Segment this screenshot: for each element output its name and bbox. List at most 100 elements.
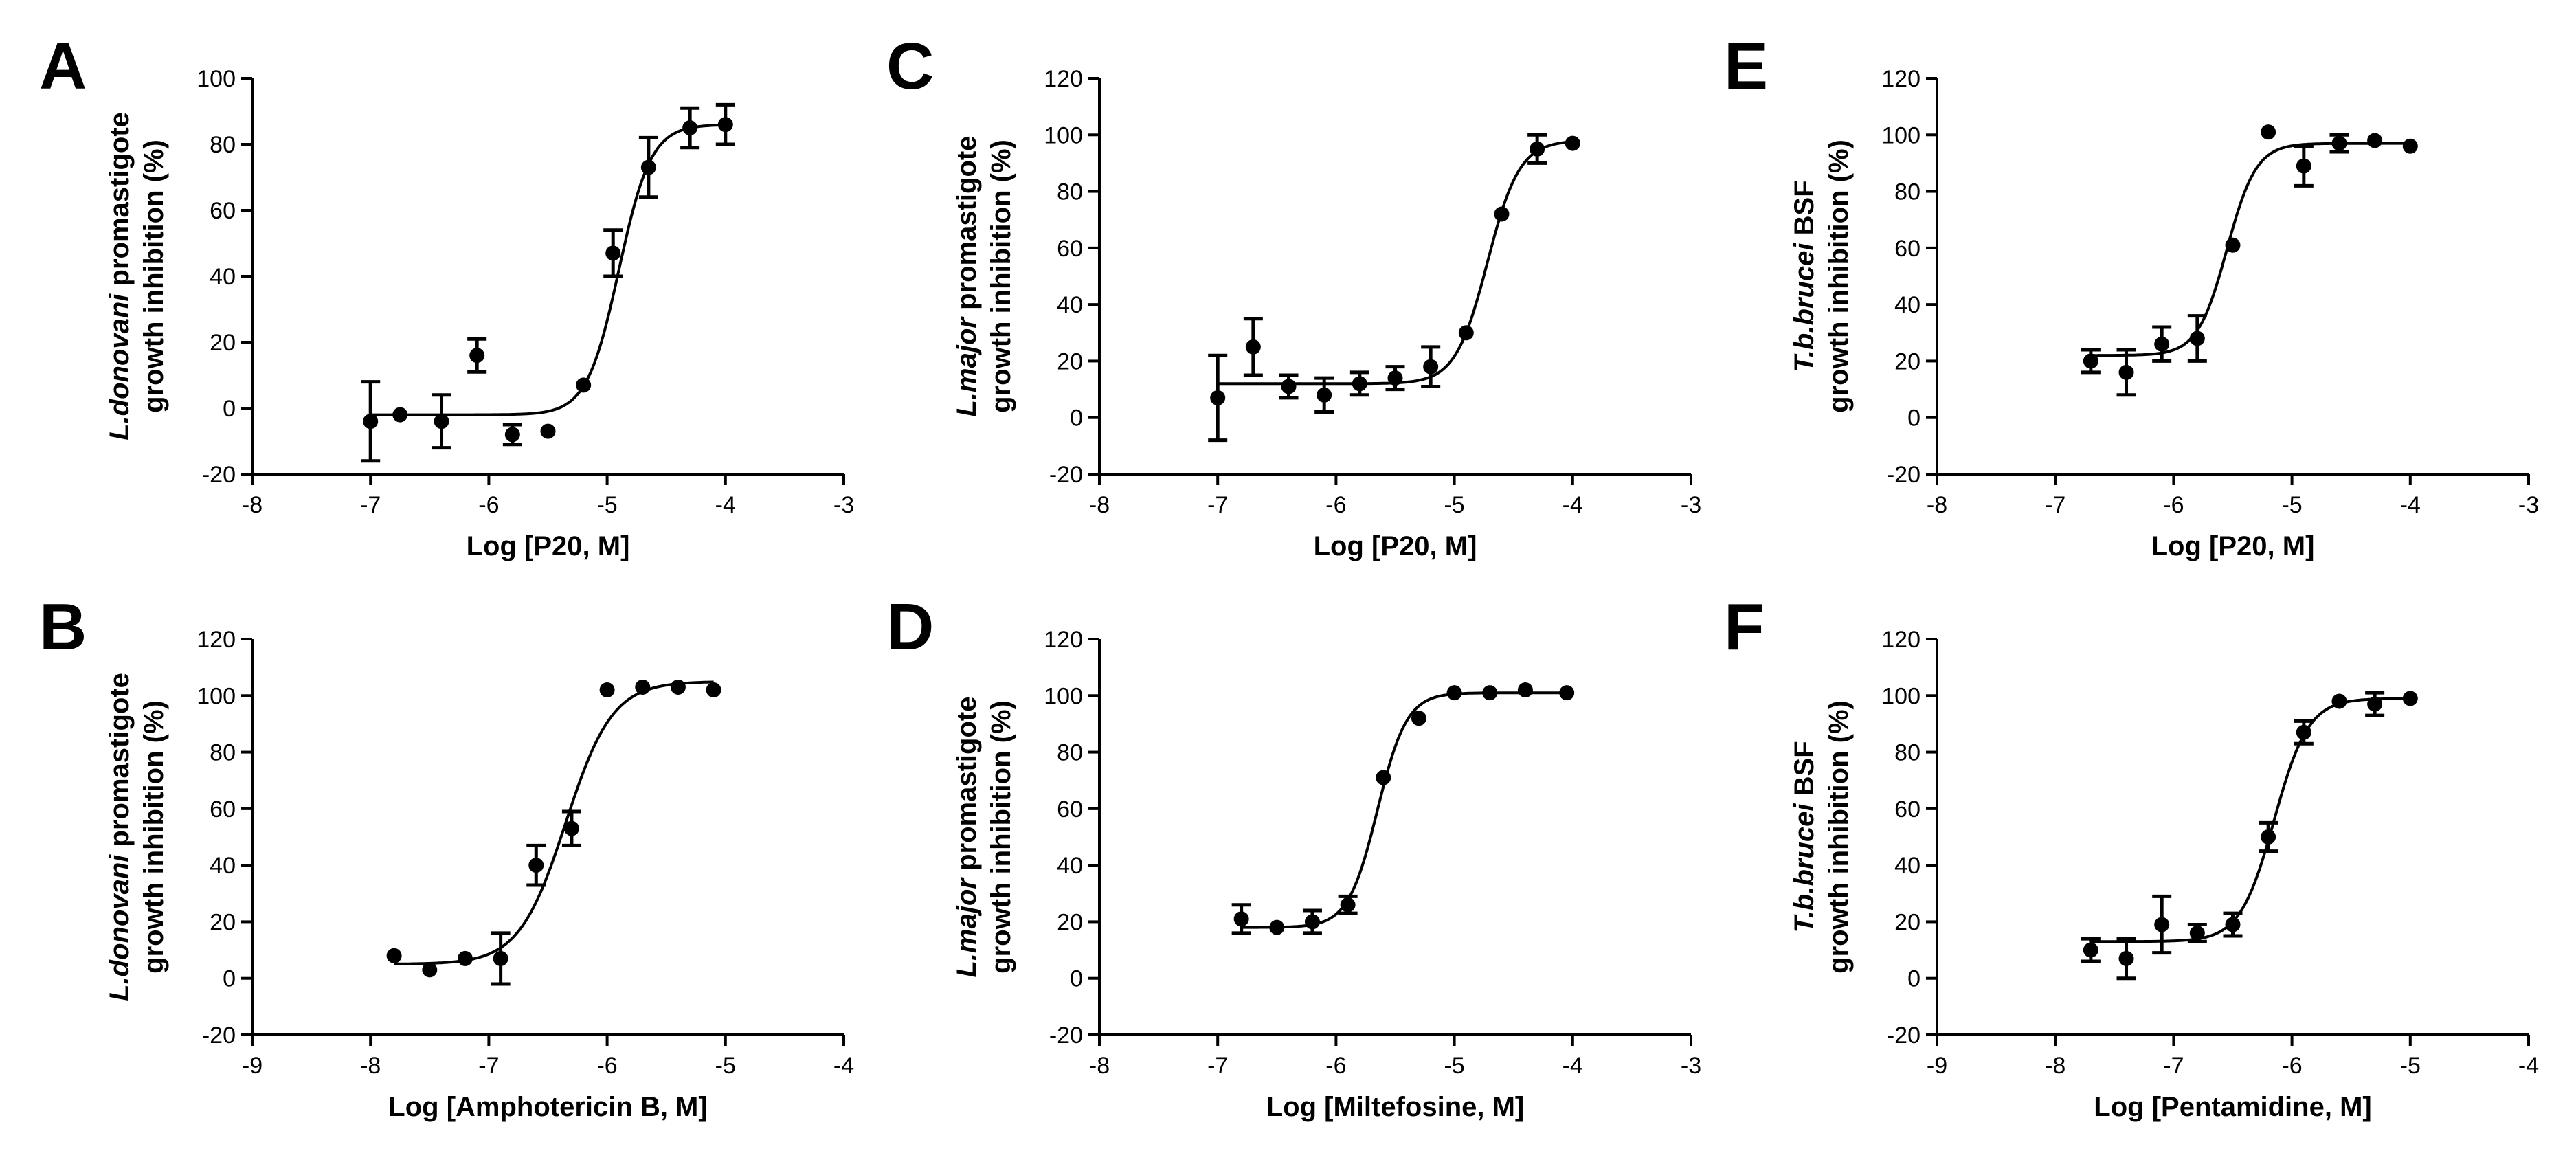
- data-point: [1376, 770, 1391, 785]
- y-tick-label: -20: [1049, 462, 1083, 488]
- panel-label: B: [39, 590, 87, 664]
- panel-label: E: [1724, 30, 1768, 103]
- y-tick-label: 0: [1907, 966, 1920, 992]
- x-axis-label: Log [P20, M]: [2151, 531, 2315, 561]
- y-tick-label: 20: [1894, 348, 1920, 375]
- y-axis-label-line1: L.major promastigote: [952, 697, 982, 978]
- x-tick-label: -7: [1207, 492, 1228, 518]
- x-tick-label: -7: [478, 1053, 499, 1079]
- data-point: [1245, 339, 1261, 355]
- data-point: [2118, 364, 2134, 380]
- fit-curve: [1241, 691, 1567, 929]
- y-tick-label: 60: [1894, 796, 1920, 823]
- y-axis-label-line1: L.donovani promastigote: [104, 112, 135, 440]
- y-tick-label: 100: [197, 66, 236, 92]
- x-tick-label: -3: [833, 492, 854, 518]
- x-tick-label: -8: [2045, 1053, 2065, 1079]
- y-axis-label-species: L.donovani: [104, 293, 135, 440]
- x-tick-label: -7: [2163, 1053, 2184, 1079]
- y-tick-label: 0: [1907, 405, 1920, 432]
- y-tick-label: 80: [210, 740, 236, 766]
- x-tick-label: -4: [715, 492, 736, 518]
- y-axis-label-line1: T.b.brucei BSF: [1789, 741, 1819, 932]
- data-point: [1210, 390, 1226, 405]
- data-point: [576, 377, 592, 393]
- y-axis-label-line1: L.major promastigote: [952, 136, 982, 417]
- panel-label: A: [39, 30, 87, 103]
- x-tick-label: -7: [1207, 1053, 1228, 1079]
- panel-f: F -20 0 20 40 60 80 100 120 -9 -8 -7 -6 -5 -4 Log [Pent…: [1724, 590, 2539, 1122]
- data-point: [2225, 237, 2241, 253]
- data-point: [2402, 691, 2418, 706]
- y-tick-label: 100: [1044, 683, 1083, 709]
- data-point: [1281, 379, 1297, 394]
- y-tick-label: 120: [1044, 627, 1083, 653]
- data-point: [457, 950, 473, 966]
- data-point: [434, 414, 449, 429]
- y-axis-label-species: L.major: [952, 316, 982, 417]
- y-tick-label: 0: [1070, 966, 1083, 992]
- x-axis-label: Log [P20, M]: [1314, 531, 1477, 561]
- fit-curve: [2090, 697, 2410, 943]
- data-point: [682, 120, 698, 135]
- x-tick-label: -4: [1563, 492, 1583, 518]
- x-tick-label: -8: [1089, 492, 1110, 518]
- fit-curve: [1218, 140, 1573, 386]
- y-tick-label: 120: [197, 627, 236, 653]
- y-axis-label-species: L.donovani: [104, 854, 135, 1001]
- x-tick-label: -3: [1681, 1053, 1701, 1079]
- data-point: [2296, 724, 2311, 740]
- y-tick-label: 40: [210, 264, 236, 290]
- y-axis-label-stage: BSF: [1789, 180, 1819, 243]
- data-point: [1340, 897, 1356, 913]
- data-point: [605, 245, 621, 261]
- x-tick-label: -5: [596, 492, 617, 518]
- y-axis-label-stage: promastigote: [952, 697, 982, 878]
- data-point: [640, 159, 656, 175]
- data-point: [1423, 359, 1439, 375]
- x-tick-label: -6: [2281, 1053, 2302, 1079]
- x-tick-label: -6: [1325, 492, 1346, 518]
- data-point: [1233, 911, 1249, 927]
- x-tick-label: -8: [242, 492, 262, 518]
- y-tick-label: 100: [1044, 122, 1083, 148]
- x-axis-label: Log [Miltefosine, M]: [1266, 1092, 1525, 1122]
- y-tick-label: 60: [1057, 236, 1083, 262]
- y-tick-label: 100: [1881, 683, 1920, 709]
- data-point: [2154, 917, 2170, 932]
- y-axis-label-line2: growth inhibition (%): [986, 700, 1016, 974]
- data-point: [1304, 914, 1320, 930]
- data-point: [386, 948, 402, 963]
- y-tick-label: 120: [1881, 66, 1920, 92]
- data-point: [635, 679, 651, 695]
- y-tick-label: -20: [202, 462, 236, 488]
- y-tick-label: 80: [210, 132, 236, 158]
- x-tick-label: -3: [2518, 492, 2539, 518]
- panel-d: D -20 0 20 40 60 80 100 120 -8 -7 -6 -5 -4 -3 Log [Milt…: [886, 590, 1701, 1122]
- panel-b: B -20 0 20 40 60 80 100 120 -9 -8 -7 -6 -5 -4 Log [Amph…: [39, 590, 854, 1122]
- y-tick-label: 80: [1057, 740, 1083, 766]
- data-point: [1317, 387, 1332, 403]
- panel-c: C -20 0 20 40 60 80 100 120 -8 -7 -6 -5 -4 -3 Log [P20,…: [886, 30, 1701, 561]
- x-tick-label: -4: [2400, 492, 2421, 518]
- fit-curve: [2090, 142, 2410, 357]
- y-tick-label: -20: [1887, 1023, 1920, 1049]
- x-tick-label: -4: [2518, 1053, 2539, 1079]
- data-point: [2154, 336, 2170, 352]
- y-tick-label: 20: [1057, 348, 1083, 375]
- data-point: [599, 682, 615, 698]
- x-tick-label: -8: [1927, 492, 1947, 518]
- x-tick-label: -9: [1927, 1053, 1947, 1079]
- x-tick-label: -4: [1563, 1053, 1583, 1079]
- y-tick-label: 80: [1894, 179, 1920, 205]
- y-tick-label: 80: [1057, 179, 1083, 205]
- data-point: [706, 682, 721, 698]
- y-tick-label: 60: [210, 198, 236, 224]
- y-axis-label-stage: BSF: [1789, 741, 1819, 803]
- x-tick-label: -6: [596, 1053, 617, 1079]
- data-point: [422, 962, 438, 978]
- y-tick-label: 40: [1057, 292, 1083, 318]
- data-point: [2402, 138, 2418, 154]
- fit-curve: [394, 680, 714, 965]
